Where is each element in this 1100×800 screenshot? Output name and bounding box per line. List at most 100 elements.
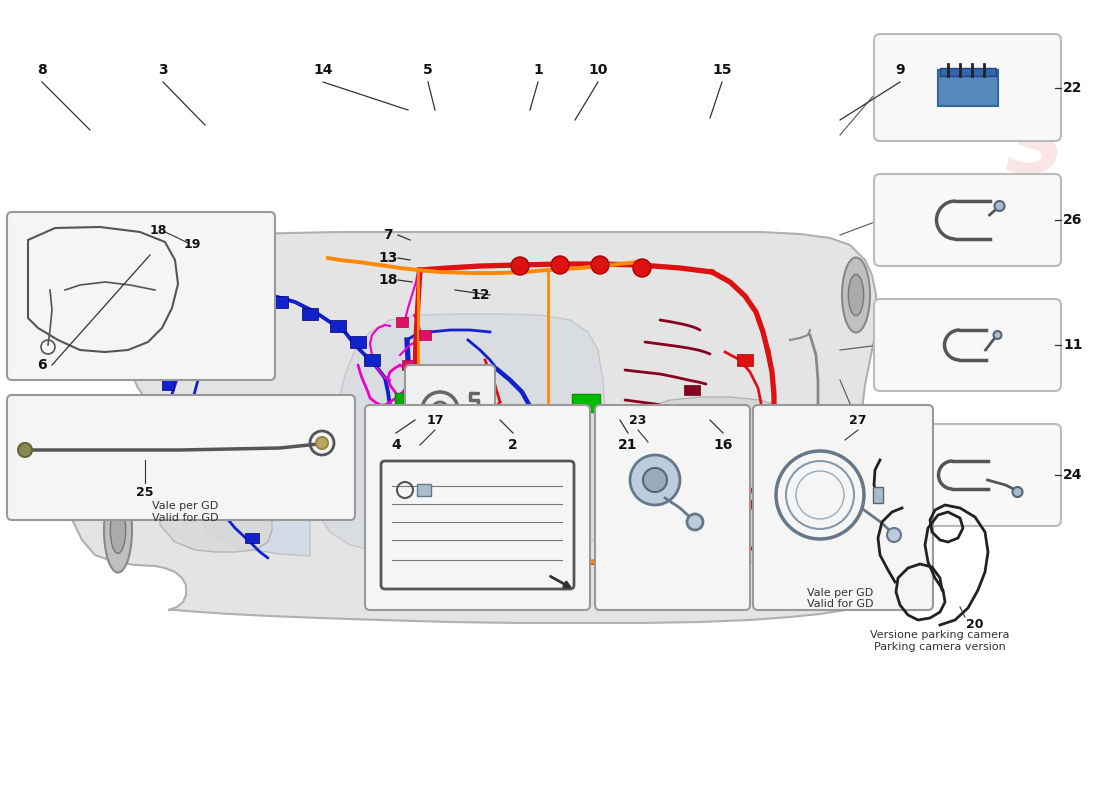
Ellipse shape <box>104 253 132 327</box>
Circle shape <box>543 555 557 569</box>
FancyBboxPatch shape <box>390 497 425 525</box>
Text: 12: 12 <box>471 288 490 302</box>
Text: 19: 19 <box>184 238 200 251</box>
FancyBboxPatch shape <box>874 424 1062 526</box>
FancyBboxPatch shape <box>722 504 738 516</box>
Text: 20: 20 <box>966 618 983 631</box>
Ellipse shape <box>848 509 864 555</box>
Ellipse shape <box>110 270 125 310</box>
Circle shape <box>591 256 609 274</box>
Polygon shape <box>300 314 607 556</box>
Text: F: F <box>972 51 1048 158</box>
FancyBboxPatch shape <box>402 360 414 370</box>
FancyBboxPatch shape <box>365 405 590 610</box>
Text: 18: 18 <box>150 223 167 237</box>
Text: 17: 17 <box>427 414 443 426</box>
FancyBboxPatch shape <box>162 380 174 390</box>
FancyBboxPatch shape <box>157 410 169 420</box>
Text: 22: 22 <box>1063 81 1082 94</box>
FancyBboxPatch shape <box>550 548 570 562</box>
FancyBboxPatch shape <box>874 299 1062 391</box>
Text: 10: 10 <box>588 63 607 77</box>
Text: Valid for GD: Valid for GD <box>152 513 218 523</box>
Text: 25: 25 <box>136 486 154 498</box>
Text: 5: 5 <box>424 63 433 77</box>
Circle shape <box>994 201 1004 211</box>
Ellipse shape <box>848 274 864 316</box>
Ellipse shape <box>842 258 870 333</box>
FancyBboxPatch shape <box>417 484 431 496</box>
Circle shape <box>512 257 529 275</box>
Text: Vale per GD: Vale per GD <box>807 588 873 598</box>
Circle shape <box>688 514 703 530</box>
FancyBboxPatch shape <box>754 405 933 610</box>
FancyBboxPatch shape <box>438 523 458 537</box>
FancyBboxPatch shape <box>364 354 380 366</box>
Text: 13: 13 <box>378 251 398 265</box>
Ellipse shape <box>110 506 125 554</box>
FancyBboxPatch shape <box>240 284 256 296</box>
Text: 14: 14 <box>314 63 332 77</box>
FancyBboxPatch shape <box>272 296 288 308</box>
FancyBboxPatch shape <box>874 34 1062 141</box>
Text: 18: 18 <box>378 273 398 287</box>
FancyBboxPatch shape <box>752 454 768 466</box>
FancyBboxPatch shape <box>692 417 708 427</box>
FancyBboxPatch shape <box>198 480 212 490</box>
Text: 16: 16 <box>713 438 733 452</box>
Text: excellence: excellence <box>301 469 718 641</box>
FancyBboxPatch shape <box>396 317 408 327</box>
Text: a passion for: a passion for <box>231 402 689 578</box>
Polygon shape <box>620 397 812 565</box>
Text: 3: 3 <box>158 63 168 77</box>
Polygon shape <box>160 488 272 552</box>
FancyBboxPatch shape <box>684 385 700 395</box>
FancyBboxPatch shape <box>302 308 318 320</box>
FancyBboxPatch shape <box>939 67 996 75</box>
FancyBboxPatch shape <box>419 330 431 340</box>
Ellipse shape <box>104 487 132 573</box>
Text: 8: 8 <box>37 63 47 77</box>
Circle shape <box>632 259 651 277</box>
FancyBboxPatch shape <box>737 354 754 366</box>
Circle shape <box>993 331 1001 339</box>
FancyBboxPatch shape <box>690 447 706 457</box>
Text: excellence: excellence <box>358 490 742 630</box>
Text: 11: 11 <box>1063 338 1082 352</box>
Text: 15: 15 <box>713 63 732 77</box>
FancyBboxPatch shape <box>330 320 346 332</box>
Text: 21: 21 <box>618 438 638 452</box>
FancyBboxPatch shape <box>572 394 600 412</box>
Text: a passion for: a passion for <box>306 418 735 562</box>
Text: 7: 7 <box>383 228 393 242</box>
Circle shape <box>1012 487 1023 497</box>
Text: 1: 1 <box>534 63 543 77</box>
FancyBboxPatch shape <box>7 212 275 380</box>
Polygon shape <box>55 232 878 623</box>
FancyBboxPatch shape <box>7 395 355 520</box>
Text: S: S <box>1005 110 1065 190</box>
Polygon shape <box>195 504 310 556</box>
Text: Vale per GD: Vale per GD <box>152 501 218 511</box>
FancyBboxPatch shape <box>350 336 366 348</box>
Circle shape <box>644 468 667 492</box>
FancyBboxPatch shape <box>245 533 258 543</box>
Circle shape <box>887 528 901 542</box>
Text: 27: 27 <box>849 414 867 426</box>
Text: 4: 4 <box>392 438 400 452</box>
Text: Versione parking camera: Versione parking camera <box>870 630 1010 640</box>
FancyBboxPatch shape <box>405 365 495 445</box>
FancyBboxPatch shape <box>207 274 223 286</box>
FancyBboxPatch shape <box>937 70 998 106</box>
Text: Parking camera version: Parking camera version <box>874 642 1005 652</box>
Circle shape <box>551 256 569 274</box>
FancyBboxPatch shape <box>874 174 1062 266</box>
Text: 2: 2 <box>508 438 518 452</box>
Text: 24: 24 <box>1063 468 1082 482</box>
Text: 23: 23 <box>629 414 647 426</box>
Text: Valid for GD: Valid for GD <box>806 599 873 609</box>
Text: 26: 26 <box>1063 213 1082 227</box>
Ellipse shape <box>842 490 870 574</box>
FancyBboxPatch shape <box>169 347 182 357</box>
Circle shape <box>443 549 456 563</box>
